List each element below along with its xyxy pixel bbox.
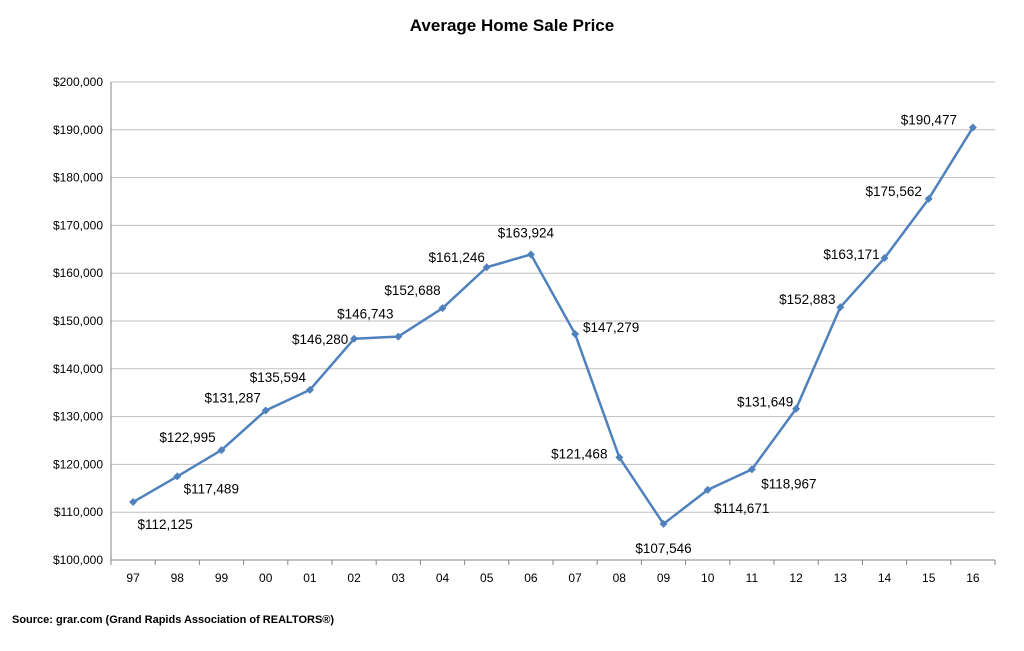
x-tick-label: 06 <box>524 571 538 585</box>
data-label: $121,468 <box>551 446 607 461</box>
data-point-marker <box>305 385 314 394</box>
data-label: $117,489 <box>184 481 239 496</box>
data-label: $152,688 <box>384 283 440 298</box>
x-tick-label: 97 <box>126 571 140 585</box>
data-label: $163,924 <box>498 225 555 240</box>
data-label: $122,995 <box>159 430 215 445</box>
x-tick-label: 98 <box>171 571 185 585</box>
data-label: $135,594 <box>250 370 307 385</box>
x-tick-label: 03 <box>392 571 406 585</box>
data-point-marker <box>482 263 491 272</box>
data-label: $161,246 <box>429 250 485 265</box>
x-tick-label: 16 <box>966 571 980 585</box>
chart-title: Average Home Sale Price <box>409 16 615 35</box>
x-tick-label: 15 <box>922 571 936 585</box>
y-tick-label: $120,000 <box>53 457 103 471</box>
y-tick-label: $160,000 <box>53 266 103 280</box>
data-label: $190,477 <box>901 113 957 128</box>
data-point-marker <box>438 304 447 313</box>
source-note: Source: grar.com (Grand Rapids Associati… <box>12 614 335 626</box>
data-label: $131,649 <box>737 395 793 410</box>
data-label: $112,125 <box>137 517 192 532</box>
data-point-marker <box>792 404 801 413</box>
data-label: $131,287 <box>205 390 261 405</box>
x-tick-label: 00 <box>259 571 273 585</box>
data-point-marker <box>924 194 933 203</box>
data-point-marker <box>394 332 403 341</box>
y-tick-label: $180,000 <box>53 171 103 185</box>
data-point-marker <box>968 123 977 132</box>
data-label: $146,743 <box>337 307 393 322</box>
x-tick-label: 04 <box>436 571 450 585</box>
x-tick-label: 01 <box>303 571 317 585</box>
data-point-marker <box>836 303 845 312</box>
y-tick-label: $130,000 <box>53 410 103 424</box>
data-point-marker <box>217 446 226 455</box>
data-point-marker <box>173 472 182 481</box>
data-point-marker <box>261 406 270 415</box>
data-label: $146,280 <box>292 332 348 347</box>
data-point-marker <box>880 254 889 263</box>
data-label: $147,279 <box>583 320 639 335</box>
data-point-marker <box>659 519 668 528</box>
data-point-marker <box>571 330 580 339</box>
x-tick-label: 12 <box>789 571 803 585</box>
y-tick-label: $200,000 <box>53 75 103 89</box>
x-tick-label: 11 <box>746 571 759 585</box>
y-tick-label: $100,000 <box>53 553 103 567</box>
data-point-marker <box>615 453 624 462</box>
y-tick-label: $170,000 <box>53 218 103 232</box>
data-point-marker <box>703 485 712 494</box>
x-tick-label: 10 <box>701 571 715 585</box>
y-tick-label: $140,000 <box>53 362 103 376</box>
y-tick-label: $150,000 <box>53 314 103 328</box>
x-tick-label: 99 <box>215 571 229 585</box>
data-label: $175,562 <box>866 184 922 199</box>
y-tick-label: $110,000 <box>54 505 103 519</box>
data-label: $114,671 <box>714 501 769 516</box>
data-label: $118,967 <box>761 476 816 491</box>
data-label: $163,171 <box>823 247 879 262</box>
data-point-marker <box>350 334 359 343</box>
x-tick-label: 08 <box>613 571 627 585</box>
data-point-marker <box>747 465 756 474</box>
y-tick-label: $190,000 <box>53 123 103 137</box>
data-point-marker <box>526 250 535 259</box>
x-tick-label: 09 <box>657 571 671 585</box>
x-tick-label: 02 <box>347 571 361 585</box>
data-label: $107,546 <box>635 541 691 556</box>
x-tick-label: 13 <box>834 571 848 585</box>
x-tick-label: 05 <box>480 571 494 585</box>
series-line <box>132 126 974 526</box>
x-tick-label: 14 <box>878 571 892 585</box>
data-label: $152,883 <box>779 292 835 307</box>
x-tick-label: 07 <box>568 571 582 585</box>
data-point-marker <box>129 498 138 507</box>
